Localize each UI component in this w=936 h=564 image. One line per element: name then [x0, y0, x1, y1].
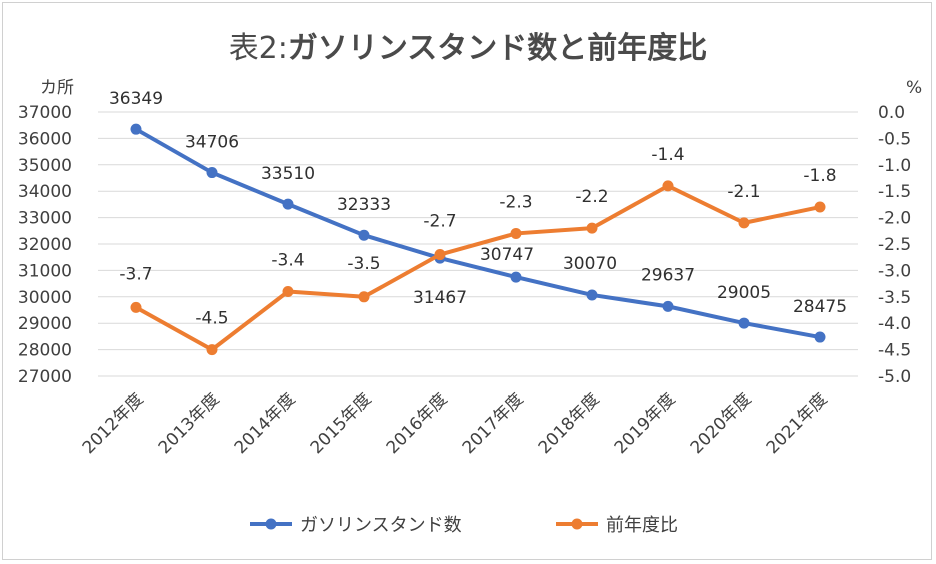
data-point	[434, 249, 446, 261]
data-point	[586, 222, 598, 234]
x-axis-ticks: 2012年度 2013年度 2014年度 2015年度 2016年度 2017年度 2018…	[79, 389, 832, 458]
chart-title-prefix: 表2:	[229, 31, 288, 66]
left-tick-label: 29000	[18, 314, 72, 334]
right-axis-unit: %	[906, 78, 922, 98]
x-tick-label: 2017年度	[459, 389, 528, 458]
legend-label: ガソリンスタンド数	[300, 515, 462, 536]
data-point	[130, 123, 142, 135]
right-tick-label: -1.0	[878, 156, 911, 176]
left-tick-label: 32000	[18, 235, 72, 255]
data-label: 29637	[641, 265, 695, 285]
chart-title: 表2:ガソリンスタンド数と前年度比	[229, 31, 708, 66]
data-point	[662, 180, 674, 192]
right-tick-label: -4.5	[878, 341, 911, 361]
series-line-yoy	[135, 183, 821, 352]
legend: ガソリンスタンド数 前年度比	[250, 515, 678, 536]
data-label: -2.7	[423, 212, 456, 232]
data-point	[510, 227, 522, 239]
data-label: -2.1	[727, 182, 760, 202]
data-point	[586, 289, 598, 301]
data-label: 30070	[563, 254, 617, 274]
x-tick-label: 2020年度	[687, 389, 756, 458]
legend-label: 前年度比	[606, 515, 678, 536]
chart-title-main: ガソリンスタンド数と前年度比	[288, 31, 707, 66]
left-tick-label: 35000	[18, 156, 72, 176]
x-tick-label: 2014年度	[231, 389, 300, 458]
data-point	[814, 331, 826, 343]
data-label: 34706	[185, 133, 239, 153]
data-point	[814, 201, 826, 213]
left-tick-label: 28000	[18, 341, 72, 361]
data-label: 36349	[109, 89, 163, 109]
right-tick-label: -3.0	[878, 261, 911, 281]
data-point	[510, 271, 522, 283]
data-label: -2.3	[499, 192, 532, 212]
x-tick-label: 2018年度	[535, 389, 604, 458]
left-tick-label: 33000	[18, 209, 72, 229]
data-label: -2.2	[575, 187, 608, 207]
data-label: -3.5	[347, 254, 380, 274]
data-label: 32333	[337, 195, 391, 215]
right-tick-label: -5.0	[878, 367, 911, 387]
legend-marker	[571, 518, 583, 530]
left-tick-label: 27000	[18, 367, 72, 387]
data-point	[358, 229, 370, 241]
data-point	[662, 300, 674, 312]
data-labels: 36349 34706 33510 32333 31467 30747 30070 29637…	[109, 89, 847, 328]
right-tick-label: -2.0	[878, 209, 911, 229]
legend-marker	[265, 518, 277, 530]
data-label: 30747	[480, 245, 534, 265]
series-layer	[130, 123, 826, 356]
left-tick-label: 34000	[18, 182, 72, 202]
x-tick-label: 2016年度	[383, 389, 452, 458]
right-tick-label: -4.0	[878, 314, 911, 334]
left-axis-ticks: 37000 36000 35000 34000 33000 32000 31000 30000…	[18, 103, 72, 387]
data-label: 28475	[793, 297, 847, 317]
left-axis-unit: カ所	[40, 78, 74, 98]
data-label: 33510	[261, 164, 315, 184]
data-label: 29005	[717, 283, 771, 303]
left-tick-label: 36000	[18, 129, 72, 149]
series-line-stations	[135, 127, 821, 340]
right-tick-label: 0.0	[878, 103, 905, 123]
data-point	[282, 286, 294, 298]
x-tick-label: 2015年度	[307, 389, 376, 458]
x-tick-label: 2013年度	[155, 389, 224, 458]
left-tick-label: 37000	[18, 103, 72, 123]
data-point	[206, 344, 218, 356]
left-tick-label: 31000	[18, 261, 72, 281]
data-label: 31467	[413, 288, 467, 308]
right-tick-label: -3.5	[878, 288, 911, 308]
data-point	[738, 217, 750, 229]
data-point	[282, 198, 294, 210]
right-axis-ticks: 0.0 -0.5 -1.0 -1.5 -2.0 -2.5 -3.0 -3.5 -4.0 -4.5 -…	[878, 103, 911, 387]
right-tick-label: -2.5	[878, 235, 911, 255]
data-label: -1.8	[803, 166, 836, 186]
x-tick-label: 2019年度	[611, 389, 680, 458]
data-label: -1.4	[651, 145, 684, 165]
data-point	[206, 167, 218, 179]
right-tick-label: -1.5	[878, 182, 911, 202]
right-tick-label: -0.5	[878, 129, 911, 149]
data-label: -3.7	[119, 264, 152, 284]
left-tick-label: 30000	[18, 288, 72, 308]
data-label: -3.4	[271, 251, 304, 271]
data-point	[358, 291, 370, 303]
data-point	[130, 301, 142, 313]
x-tick-label: 2012年度	[79, 389, 148, 458]
data-point	[738, 317, 750, 329]
x-tick-label: 2021年度	[763, 389, 832, 458]
data-label: -4.5	[195, 309, 228, 329]
